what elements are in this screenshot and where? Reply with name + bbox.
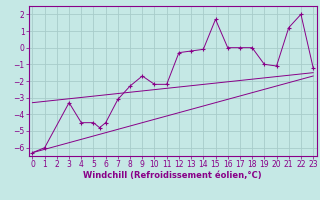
X-axis label: Windchill (Refroidissement éolien,°C): Windchill (Refroidissement éolien,°C) <box>84 171 262 180</box>
